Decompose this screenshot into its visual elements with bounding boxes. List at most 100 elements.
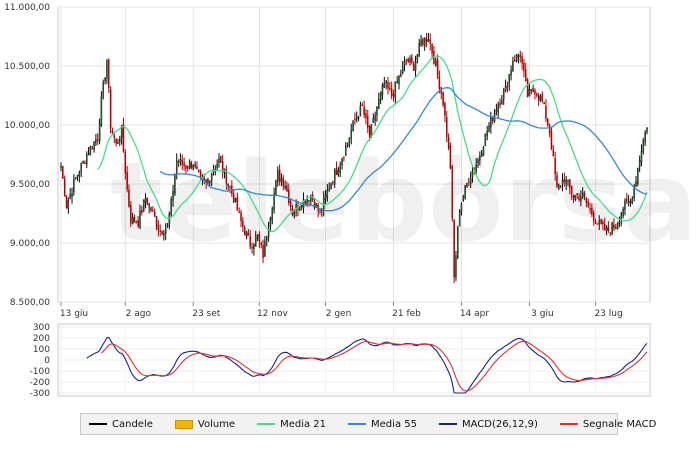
y-tick-label: 8.500,00 (10, 298, 50, 308)
candle-body (581, 192, 584, 198)
legend-item-macd[interactable]: MACD(26,12,9) (438, 418, 538, 430)
candle-body (357, 117, 360, 119)
candle-body (146, 197, 149, 205)
legend-item-media-21[interactable]: Media 21 (257, 419, 326, 430)
candle-body (530, 89, 533, 91)
candle-body (580, 196, 582, 202)
candle-body (73, 179, 75, 192)
candle-body (163, 233, 165, 236)
candle-body (120, 125, 123, 139)
candle-body (284, 186, 286, 189)
candle-body (528, 89, 531, 97)
x-tick-label: 2 gen (326, 309, 352, 319)
macd-y-tick-label: 0 (44, 356, 50, 366)
candle-body (594, 220, 597, 224)
candle-body (616, 223, 619, 229)
candle-body (449, 145, 452, 169)
candle-body (537, 95, 540, 100)
candle-body (60, 166, 62, 168)
candle-body (378, 99, 380, 109)
candle-body (131, 216, 134, 225)
legend-item-media-55[interactable]: Media 55 (348, 419, 417, 430)
candle-body (245, 231, 248, 237)
candle-body (624, 200, 626, 210)
candle-body (363, 106, 365, 115)
candle-body (91, 147, 93, 150)
candle-body (293, 211, 296, 216)
candle-body (411, 56, 413, 63)
candle-body (295, 204, 297, 211)
candle-body (65, 195, 68, 209)
x-tick-label: 12 nov (257, 309, 289, 319)
candle-body (376, 107, 378, 116)
candle-body (267, 228, 270, 238)
candle-body (117, 142, 119, 144)
x-tick-label: 13 giu (60, 309, 88, 319)
macd-y-tick-label: 300 (33, 323, 50, 333)
candle-body (548, 125, 551, 134)
candle-body (521, 56, 523, 64)
candle-body (249, 236, 251, 247)
candle-body (460, 203, 463, 212)
legend-item-segnale-macd[interactable]: Segnale MACD (559, 419, 656, 430)
candle-body (85, 154, 88, 165)
candle-body (567, 180, 569, 182)
legend-swatch-media-55 (348, 423, 367, 425)
macd-signal-line (101, 340, 648, 392)
candle-body (260, 242, 262, 246)
macd-y-tick-label: -100 (30, 367, 51, 377)
candle-body (236, 197, 239, 211)
candle-body (229, 186, 231, 188)
candle-body (356, 116, 358, 120)
candle-body (409, 58, 411, 62)
candle-body (479, 156, 481, 161)
candle-body (62, 166, 64, 179)
candle-body (306, 198, 308, 204)
macd-line (86, 336, 648, 394)
candle-body (427, 39, 430, 42)
candle-body (262, 245, 264, 258)
candle-body (328, 188, 330, 191)
candle-body (418, 42, 420, 57)
candle-body (278, 169, 281, 181)
candle-body (578, 196, 580, 200)
candle-body (80, 163, 82, 173)
legend-item-volume[interactable]: Volume (174, 419, 235, 430)
candle-body (74, 176, 77, 179)
candle-body (335, 168, 338, 175)
candle-body (547, 118, 549, 126)
candle-body (477, 160, 479, 164)
candle-body (462, 196, 465, 202)
candle-body (271, 208, 274, 221)
candle-body (392, 93, 395, 96)
candle-body (240, 212, 242, 222)
candle-body (611, 223, 613, 234)
candle-body (275, 180, 277, 195)
chart-legend: Candele Volume Media 21 Media 55 MACD(26… (80, 413, 656, 435)
candle-body (475, 164, 477, 172)
legend-label-macd: MACD(26,12,9) (461, 418, 538, 430)
candle-body (400, 74, 402, 76)
media-21-line (97, 55, 648, 233)
candle-body (389, 87, 391, 90)
legend-item-candele[interactable]: Candele (89, 419, 153, 430)
candle-body (95, 139, 97, 143)
candle-body (550, 132, 553, 150)
candle-body (506, 85, 509, 88)
candle-body (142, 199, 145, 212)
macd-panel-grid (57, 323, 651, 397)
candle-body (486, 131, 488, 136)
candle-body (526, 79, 529, 97)
candle-body (280, 179, 283, 183)
candle-body (602, 221, 604, 224)
candle-body (247, 232, 250, 236)
candle-body (170, 199, 172, 215)
candle-body (232, 193, 235, 203)
candle-body (532, 87, 534, 93)
candle-body (187, 166, 189, 169)
candle-body (434, 60, 437, 66)
macd-y-tick-label: 100 (33, 345, 50, 355)
candle-body (570, 185, 573, 195)
